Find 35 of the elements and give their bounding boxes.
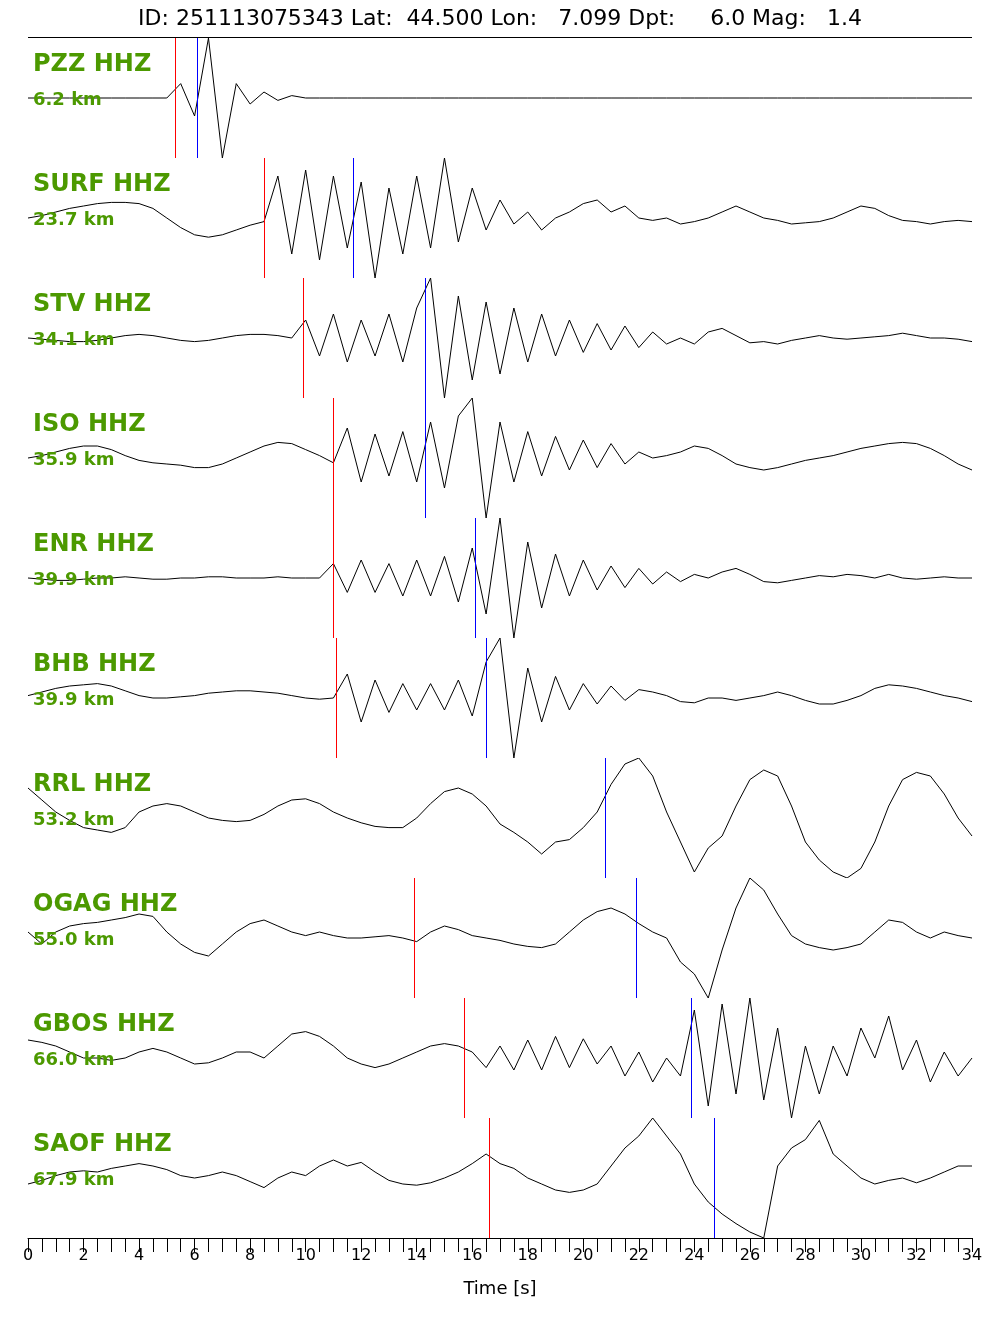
text: 66.0 km [33,1047,115,1069]
x-tick-label: 6 [189,1244,200,1264]
text: 39.9 km [33,687,115,709]
x-tick-label: 28 [795,1244,816,1264]
text: SAOF HHZ [33,1129,172,1157]
x-tick-label: 20 [573,1244,594,1264]
x-tick-label: 10 [295,1244,316,1264]
text: 6.2 km [33,87,102,109]
text: ENR HHZ [33,529,154,557]
x-tick-label: 0 [22,1244,34,1264]
x-tick-label: 14 [406,1244,427,1264]
text: STV HHZ [33,289,152,317]
x-tick-label: 16 [462,1244,483,1264]
x-tick-label: 34 [961,1244,983,1264]
x-tick-label: 2 [78,1244,89,1264]
text: ID: 251113075343 Lat: 44.500 Lon: 7.099 Dpt: 6.0 Mag: 1.4 [28,0,972,36]
text: SURF HHZ [33,169,171,197]
x-tick-label: 26 [739,1244,761,1264]
text: PZZ HHZ [33,49,152,77]
text: RRL HHZ [33,769,152,797]
text: 23.7 km [33,207,115,229]
text: GBOS HHZ [33,1009,175,1037]
text: ISO HHZ [33,409,146,437]
x-tick-label: 12 [351,1244,372,1264]
x-axis-title: Time [s] [462,1276,537,1298]
text: 35.9 km [33,447,115,469]
x-tick-label: 8 [245,1244,256,1264]
x-tick-label: 32 [906,1244,927,1264]
text: BHB HHZ [33,649,156,677]
x-tick-label: 22 [628,1244,649,1264]
text: OGAG HHZ [33,889,178,917]
x-tick-label: 18 [517,1244,538,1264]
x-tick-label: 24 [684,1244,705,1264]
x-tick-label: 4 [133,1244,145,1264]
x-tick-label: 30 [850,1244,872,1264]
